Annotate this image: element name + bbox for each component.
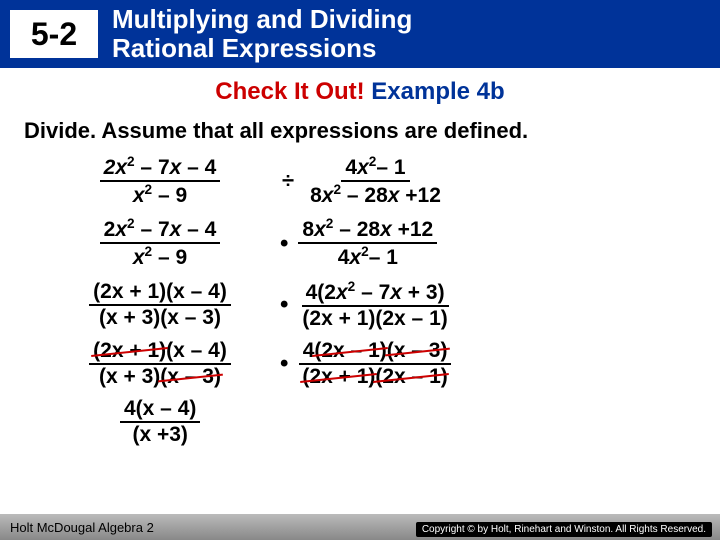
step1-right-den: 8x2 – 28x +12	[306, 182, 445, 208]
cancel-2x+1-left: (2x + 1)	[93, 339, 166, 363]
step2-right-fraction: 8x2 – 28x +12 4x2– 1	[298, 216, 437, 270]
multiply-dot-1: •	[280, 230, 288, 258]
step3-right-num: 4(2x2 – 7x + 3)	[302, 279, 449, 307]
cancel-2x-1-bot: (2x – 1)	[375, 365, 447, 389]
worked-solution: 2x2 – 7x – 4 x2 – 9 ÷ 4x2– 1 8x2 – 28x +…	[50, 154, 720, 447]
cancel-x-3-right: (x – 3)	[387, 339, 448, 363]
step1-left-den: x2 – 9	[129, 182, 191, 208]
step4-left-fraction: (2x + 1)(x – 4) (x + 3)(x – 3)	[89, 339, 231, 389]
step2-right-num: 8x2 – 28x +12	[298, 216, 437, 244]
copyright-text: Copyright © by Holt, Rinehart and Winsto…	[416, 522, 712, 537]
title-line-1: Multiplying and Dividing	[112, 5, 412, 34]
step3-left-fraction: (2x + 1)(x – 4) (x + 3)(x – 3)	[89, 280, 231, 330]
step-1: 2x2 – 7x – 4 x2 – 9 ÷ 4x2– 1 8x2 – 28x +…	[50, 154, 720, 208]
step3-right-den: (2x + 1)(2x – 1)	[298, 307, 451, 331]
step3-left-den: (x + 3)(x – 3)	[95, 306, 225, 330]
answer-den: (x +3)	[128, 423, 191, 447]
factor-x+3: (x + 3)	[99, 365, 160, 388]
step4-left-num: (2x + 1)(x – 4)	[89, 339, 231, 365]
instruction-text: Divide. Assume that all expressions are …	[24, 118, 696, 144]
subtitle-check: Check It Out!	[215, 78, 371, 105]
footer-text: Holt McDougal Algebra 2	[10, 520, 154, 535]
step4-left-den: (x + 3)(x – 3)	[95, 365, 225, 389]
step2-right-den: 4x2– 1	[334, 244, 402, 270]
subtitle-example: Example 4b	[371, 78, 504, 105]
final-answer: 4(x – 4) (x +3)	[120, 397, 720, 447]
answer-num: 4(x – 4)	[120, 397, 200, 423]
example-subtitle: Check It Out! Example 4b	[0, 78, 720, 106]
step1-right-fraction: 4x2– 1 8x2 – 28x +12	[306, 154, 445, 208]
step1-right-num: 4x2– 1	[341, 154, 409, 182]
divide-op: ÷	[282, 168, 294, 193]
step3-right-fraction: 4(2x2 – 7x + 3) (2x + 1)(2x – 1)	[298, 279, 451, 331]
multiply-dot-3: •	[280, 350, 288, 378]
answer-fraction: 4(x – 4) (x +3)	[120, 397, 200, 447]
step2-left-num: 2x2 – 7x – 4	[100, 216, 221, 244]
cancel-2x+1-right: (2x + 1)	[302, 365, 375, 389]
footer-bar: Holt McDougal Algebra 2 Copyright © by H…	[0, 514, 720, 540]
step-2: 2x2 – 7x – 4 x2 – 9 • 8x2 – 28x +12 4x2–…	[50, 216, 720, 270]
lesson-title: Multiplying and Dividing Rational Expres…	[112, 5, 412, 62]
title-line-2: Rational Expressions	[112, 34, 412, 63]
step4-right-den: (2x + 1)(2x – 1)	[298, 365, 451, 389]
step-4: (2x + 1)(x – 4) (x + 3)(x – 3) • 4(2x – …	[50, 339, 720, 389]
multiply-dot-2: •	[280, 291, 288, 319]
step4-right-fraction: 4(2x – 1)(x – 3) (2x + 1)(2x – 1)	[298, 339, 451, 389]
lesson-number-box: 5-2	[10, 10, 98, 58]
factor-x-4: (x – 4)	[166, 339, 227, 362]
step2-left-den: x2 – 9	[129, 244, 191, 270]
factor-4: 4	[303, 339, 315, 362]
step-3: (2x + 1)(x – 4) (x + 3)(x – 3) • 4(2x2 –…	[50, 279, 720, 331]
step4-right-num: 4(2x – 1)(x – 3)	[299, 339, 452, 365]
cancel-x-3-left: (x – 3)	[160, 365, 221, 389]
step1-left-fraction: 2x2 – 7x – 4 x2 – 9	[100, 154, 221, 208]
cancel-2x-1-top: (2x – 1)	[314, 339, 386, 363]
step2-left-fraction: 2x2 – 7x – 4 x2 – 9	[100, 216, 221, 270]
header-bar: 5-2 Multiplying and Dividing Rational Ex…	[0, 0, 720, 68]
step1-left-num: 2x2 – 7x – 4	[100, 154, 221, 182]
step3-left-num: (2x + 1)(x – 4)	[89, 280, 231, 306]
